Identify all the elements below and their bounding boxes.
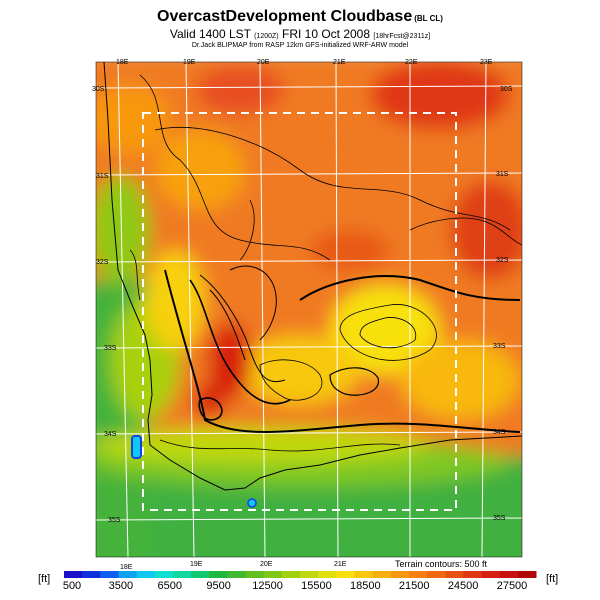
lon-label-bottom: 20E — [260, 561, 273, 568]
lon-label-bottom: 18E — [120, 564, 133, 571]
terrain-contour-note: Terrain contours: 500 ft — [395, 559, 488, 569]
colorbar-swatch — [281, 571, 301, 578]
colorbar-tick-label: 9500 — [206, 580, 231, 592]
low-cloudbase-spot — [247, 498, 257, 508]
colorbar-tick-label: 6500 — [157, 580, 183, 592]
valid-code: (1200Z) — [254, 33, 279, 40]
title-text: OvercastDevelopment Cloudbase — [157, 8, 413, 25]
colorbar-swatch — [427, 571, 446, 578]
colorbar-tick-label: 15500 — [301, 580, 332, 592]
lat-label-left: 33S — [104, 345, 117, 352]
colorbar-tick-label: 24500 — [447, 580, 479, 592]
colorbar-swatch — [209, 571, 228, 578]
colorbar-swatch — [463, 571, 483, 578]
colorbar-swatch — [336, 571, 355, 578]
valid-line: Valid 1400 LST (1200Z) FRI 10 Oct 2008 [… — [0, 27, 600, 41]
colorbar-swatch — [64, 571, 83, 578]
credit-line: Dr.Jack BLIPMAP from RASP 12km GFS-initi… — [191, 42, 409, 49]
colorbar-swatch — [154, 571, 174, 578]
lat-label-left: 35S — [108, 517, 121, 524]
colorbar-swatch — [263, 571, 283, 578]
lat-label-left: 30S — [92, 86, 105, 93]
colorbar-swatch — [390, 571, 410, 578]
lat-label-left: 32S — [96, 259, 109, 266]
low-cloudbase-spot — [131, 435, 142, 459]
colorbar-swatch — [191, 571, 210, 578]
lat-label-right: 30S — [500, 86, 513, 93]
colorbar-tick-label: 21500 — [398, 580, 430, 592]
lat-label-right: 31S — [496, 171, 509, 178]
lat-label-right: 35S — [493, 515, 506, 522]
coastline — [103, 62, 522, 491]
lat-label-right: 33S — [493, 343, 506, 350]
lon-label-bottom: 19E — [190, 561, 203, 568]
lon-label-top: 18E — [116, 59, 129, 66]
colorbar-swatch — [318, 571, 337, 578]
colorbar-tick-label: 500 — [62, 580, 82, 592]
inner-domain-box — [142, 112, 457, 511]
map-frame — [95, 61, 523, 558]
lat-label-left: 34S — [104, 431, 117, 438]
lat-label-left: 31S — [96, 173, 109, 180]
lon-label-top: 23E — [480, 59, 493, 66]
graticule-labels: 18E 19E 20E 21E 22E 23E 18E 19E 20E 21E … — [92, 59, 513, 571]
colorbar-swatch — [172, 571, 192, 578]
colorbar-tick-label: 3500 — [108, 580, 134, 592]
lat-label-right: 32S — [496, 257, 509, 264]
map-title: OvercastDevelopment Cloudbase (BL CL) — [0, 8, 600, 26]
colorbar-swatch — [481, 571, 501, 578]
lon-label-top: 20E — [257, 59, 270, 66]
colorbar-swatch — [408, 571, 428, 578]
colorbar-tick-label: 18500 — [350, 580, 381, 592]
colorbar-unit-right: [ft] — [546, 573, 559, 585]
lat-label-right: 34S — [493, 429, 506, 436]
colorbar-swatch — [82, 571, 101, 578]
colorbar-swatch — [100, 571, 119, 578]
lon-label-top: 22E — [405, 59, 418, 66]
run-info: [18hrFcst@2311z] — [373, 33, 431, 40]
map-field — [96, 62, 522, 557]
lon-label-top: 21E — [333, 59, 346, 66]
colorbar-ticks: 500 3500 6500 9500 12500 15500 18500 21500 24500… — [0, 580, 600, 596]
valid-text: Valid 1400 LST — [169, 27, 251, 41]
colorbar-swatch — [227, 571, 247, 578]
colorbar-tick-label: 12500 — [252, 580, 283, 592]
lon-label-bottom: 21E — [334, 561, 347, 568]
colorbar-swatch — [245, 571, 265, 578]
valid-date: FRI 10 Oct 2008 — [281, 27, 371, 41]
colorbar-swatch — [372, 571, 392, 578]
color-scale-bar — [64, 571, 537, 578]
colorbar-swatch — [136, 571, 156, 578]
colorbar-swatch — [354, 571, 374, 578]
terrain-contours — [129, 74, 522, 452]
graticule — [96, 62, 522, 557]
colorbar-unit-left: [ft] — [38, 573, 51, 585]
colorbar-swatch — [445, 571, 464, 578]
colorbar-tick-label: 27500 — [496, 580, 528, 592]
colorbar-swatch — [517, 571, 537, 578]
lon-label-top: 19E — [183, 59, 196, 66]
colorbar-swatch — [300, 571, 319, 578]
colorbar-swatch — [118, 571, 138, 578]
title-suffix: (BL CL) — [414, 14, 443, 23]
colorbar-swatch — [499, 571, 519, 578]
